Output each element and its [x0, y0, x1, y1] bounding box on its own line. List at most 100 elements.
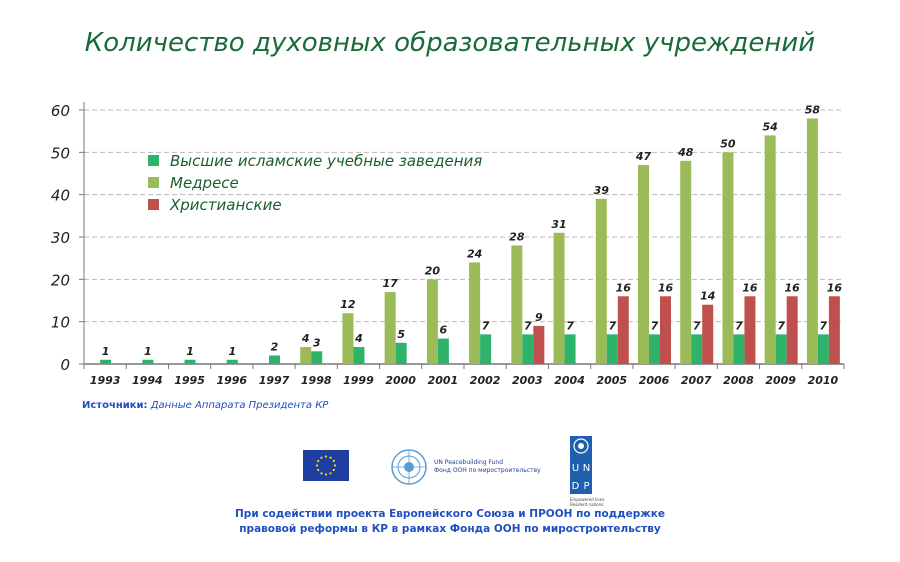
bar — [649, 334, 660, 364]
y-tick-label: 30 — [51, 229, 70, 247]
bar — [828, 296, 840, 364]
legend-label: Медресе — [170, 174, 239, 192]
data-label: 6 — [440, 324, 448, 337]
bar — [660, 296, 671, 364]
eu-star-icon — [317, 468, 320, 472]
data-label: 54 — [763, 120, 778, 133]
data-label: 7 — [524, 319, 532, 332]
data-label: 7 — [608, 319, 616, 332]
bar — [806, 118, 818, 364]
bar — [300, 347, 312, 364]
bar — [702, 304, 714, 364]
data-label: 14 — [700, 290, 715, 303]
bar — [469, 262, 481, 364]
data-label: 7 — [735, 319, 743, 332]
x-tick-label: 1999 — [343, 374, 374, 387]
data-label: 24 — [467, 247, 482, 260]
data-label: 17 — [383, 277, 399, 290]
data-label: 1 — [228, 345, 236, 358]
eu-star-icon — [333, 464, 337, 467]
legend-swatch — [148, 155, 159, 166]
source-label: Источники: — [82, 400, 148, 411]
data-label: 16 — [742, 281, 758, 294]
pbf-name-ru: Фонд ООН по миростроительству — [434, 467, 541, 474]
x-tick-label: 1997 — [259, 374, 290, 387]
bar — [775, 334, 787, 364]
data-label: 9 — [535, 311, 543, 324]
eu-star-icon — [324, 455, 328, 458]
y-tick-label: 10 — [51, 314, 70, 332]
eu-star-icon — [324, 473, 328, 476]
eu-star-icon — [317, 459, 320, 463]
data-label: 3 — [313, 336, 321, 349]
un-emblem-icon — [391, 449, 427, 485]
x-tick-label: 2002 — [470, 374, 501, 387]
x-tick-label: 2005 — [596, 374, 627, 387]
data-label: 7 — [566, 319, 574, 332]
data-label: 50 — [720, 137, 736, 150]
x-tick-label: 2009 — [765, 374, 796, 387]
undp-tagline: Empowered lives. — [570, 497, 606, 502]
bar — [617, 296, 629, 364]
source-note: Источники: Данные Аппарата Президента КР — [82, 400, 328, 411]
bar — [100, 359, 112, 364]
credit-line-1: При содействии проекта Европейского Союз… — [235, 508, 665, 520]
bar — [184, 359, 196, 364]
bar — [226, 359, 238, 364]
x-tick-label: 1996 — [216, 374, 247, 387]
undp-logo: U N D P Empowered lives. Resilient natio… — [570, 436, 606, 507]
legend-label: Высшие исламские учебные заведения — [170, 152, 482, 170]
bar — [638, 165, 649, 364]
data-label: 20 — [425, 264, 441, 277]
data-label: 39 — [594, 184, 610, 197]
bar — [680, 160, 692, 364]
data-label: 1 — [102, 345, 110, 358]
x-tick-label: 1994 — [132, 374, 163, 387]
data-label: 7 — [651, 319, 659, 332]
bar — [786, 296, 798, 364]
data-label: 7 — [693, 319, 701, 332]
data-label: 47 — [635, 150, 652, 163]
credit-line-2: правовой реформы в КР в рамках Фонда ООН… — [239, 523, 661, 535]
undp-tagline: Resilient nations. — [570, 502, 605, 507]
legend-swatch — [148, 177, 159, 188]
data-label: 16 — [827, 281, 843, 294]
x-tick-label: 1993 — [90, 374, 121, 387]
un-peacebuilding-fund-logo: UN Peacebuilding Fund Фонд ООН по мирост… — [388, 446, 548, 488]
bar — [342, 313, 354, 364]
x-tick-label: 2001 — [428, 374, 459, 387]
bar — [311, 351, 323, 364]
data-label: 1 — [186, 345, 194, 358]
x-tick-label: 2006 — [639, 374, 670, 387]
bar — [426, 279, 438, 364]
bar — [733, 334, 745, 364]
bar — [595, 198, 607, 364]
bar — [722, 152, 734, 364]
eu-star-icon — [329, 456, 332, 459]
eu-star-icon — [320, 456, 323, 459]
data-label: 7 — [777, 319, 785, 332]
bar — [691, 334, 703, 364]
eu-flag-logo — [303, 450, 349, 481]
eu-star-icon — [332, 459, 335, 463]
bar — [142, 359, 154, 364]
source-text: Данные Аппарата Президента КР — [150, 400, 329, 411]
pbf-name-en: UN Peacebuilding Fund — [434, 459, 504, 466]
bar — [395, 342, 407, 364]
credit-note: При содействии проекта Европейского Союз… — [200, 507, 700, 537]
bar — [353, 347, 365, 364]
legend-label: Христианские — [169, 196, 282, 214]
bar — [384, 292, 396, 364]
undp-letter: U — [571, 463, 580, 474]
bar — [533, 325, 545, 364]
data-label: 7 — [482, 319, 490, 332]
bar — [437, 338, 449, 364]
data-label: 1 — [144, 345, 152, 358]
data-label: 4 — [301, 332, 310, 345]
y-tick-label: 60 — [51, 102, 70, 120]
bar — [764, 135, 776, 364]
data-label: 16 — [785, 281, 801, 294]
bar — [269, 355, 280, 364]
eu-star-icon — [315, 464, 319, 467]
undp-letter: N — [582, 463, 591, 474]
